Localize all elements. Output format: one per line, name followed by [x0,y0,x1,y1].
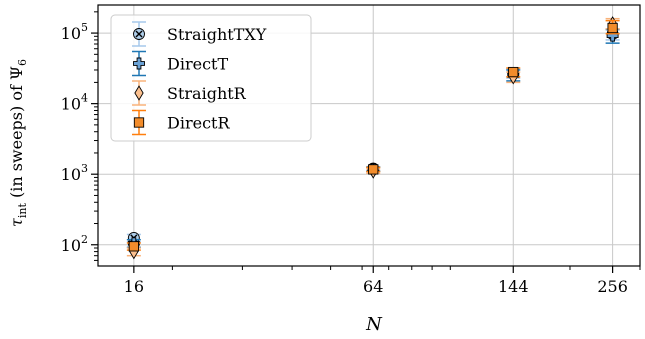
marker-square [508,66,519,78]
legend: StraightTXY DirectT StraightR DirectR [110,14,312,142]
x-axis-label: N [365,314,383,335]
y-tick-label: 105 [61,21,88,43]
legend-label: DirectT [167,55,228,74]
legend-marker [134,85,144,101]
y-tick-label: 102 [61,233,88,255]
legend-marker [133,28,145,40]
marker-square [128,241,139,252]
point-directr [366,164,381,175]
legend-item-directr: DirectR [132,109,230,136]
legend-box [110,14,312,142]
point-directr [506,66,521,78]
legend-label: StraightTXY [167,25,267,44]
legend-marker [133,117,145,128]
legend-item-straightr: StraightR [132,80,247,106]
legend-item-straighttxy: StraightTXY [132,21,267,47]
legend-item-directt: DirectT [132,50,228,77]
point-directr [126,241,141,252]
legend-label: StraightR [167,84,247,103]
y-tick-label: 103 [61,162,88,184]
point-directr [605,19,620,35]
y-tick-label: 104 [61,92,88,114]
marker-square [368,164,379,175]
x-tick-label: 16 [124,277,144,296]
data-layer [126,16,620,260]
y-axis-label: τint (in sweeps) of Ψ6 [7,59,29,227]
plot-frame [97,4,641,267]
x-tick-label: 64 [363,277,383,296]
legend-label: DirectR [167,114,230,133]
x-tick-label: 256 [597,277,628,296]
tick-layer: 16 64 144 256 102 103 104 105 [61,11,641,296]
marker-square [607,22,618,34]
legend-marker [133,57,145,70]
x-tick-label: 144 [498,277,529,296]
